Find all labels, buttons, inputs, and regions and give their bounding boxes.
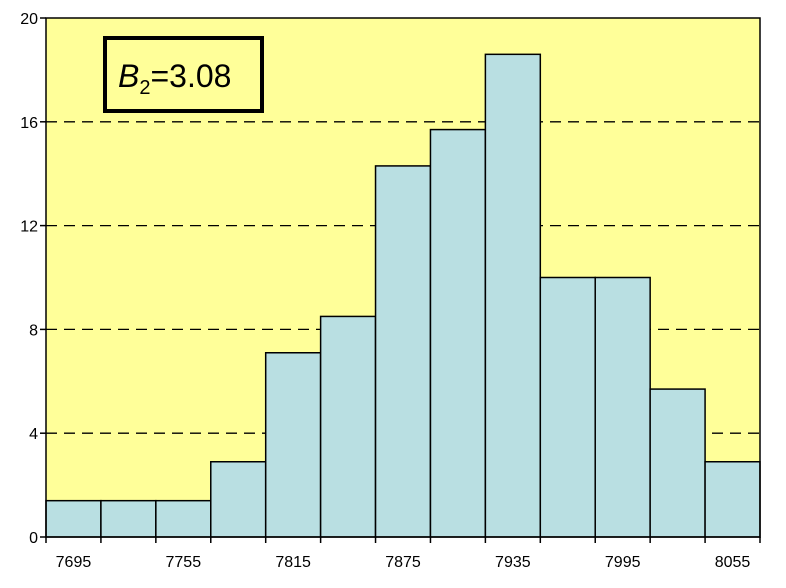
histogram-bar xyxy=(649,388,706,538)
x-tick-label: 7875 xyxy=(385,554,421,571)
x-tick-label: 7935 xyxy=(495,554,531,571)
axis-ticks: 0 4 8 12 16 20 7695 7755 7815 7875 7935 7995 8055 xyxy=(20,11,761,571)
histogram-bars xyxy=(45,53,761,538)
histogram-bar xyxy=(374,165,432,538)
histogram-bar xyxy=(210,460,267,538)
histogram-bar xyxy=(429,128,487,538)
histogram-bar xyxy=(100,499,157,538)
histogram-bar xyxy=(539,276,596,538)
histogram-bar xyxy=(155,499,212,538)
annotation-box: B2=3.08 xyxy=(103,36,264,113)
histogram-bar xyxy=(319,315,377,538)
plot-frame xyxy=(45,17,761,538)
y-tick-label: 16 xyxy=(20,115,38,132)
annotation-frame xyxy=(103,36,264,113)
y-tick-label: 12 xyxy=(20,219,38,236)
annotation-value: =3.08 xyxy=(150,58,231,94)
y-tick-label: 8 xyxy=(29,322,38,339)
x-tick-label: 7815 xyxy=(275,554,311,571)
histogram-bar xyxy=(704,460,761,538)
x-tick-label: 7995 xyxy=(605,554,641,571)
x-tick-label: 7695 xyxy=(56,554,92,571)
annotation-text: B2=3.08 xyxy=(118,58,231,99)
y-tick-label: 0 xyxy=(29,530,38,547)
x-tick-label: 7755 xyxy=(166,554,202,571)
histogram-bar xyxy=(45,499,102,538)
y-tick-label: 4 xyxy=(29,426,38,443)
histogram-bar xyxy=(264,352,322,538)
histogram-bar xyxy=(594,276,651,538)
y-tick-label: 20 xyxy=(20,11,38,28)
x-tick-label: 8055 xyxy=(715,554,751,571)
annotation-symbol: B xyxy=(118,58,139,94)
histogram-bar xyxy=(484,53,542,538)
annotation-subscript: 2 xyxy=(139,77,150,99)
